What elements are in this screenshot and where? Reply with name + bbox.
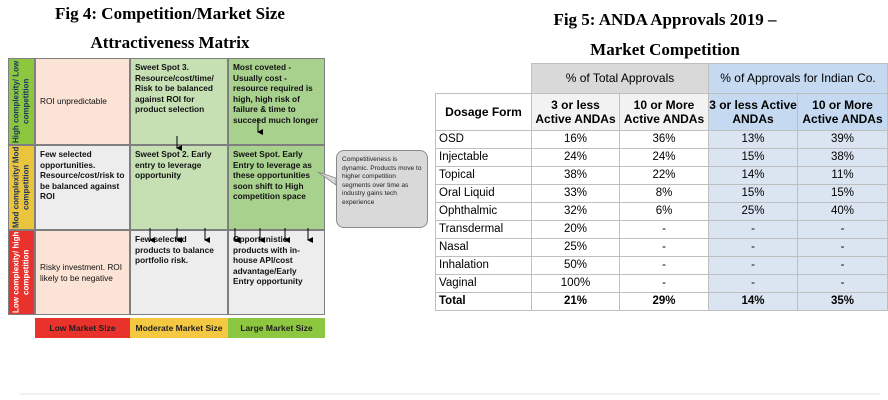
group-header: % of Approvals for Indian Co. <box>708 63 888 94</box>
table-cell: 24% <box>619 147 709 167</box>
data-row: Ophthalmic 32% 6% 25% 40% <box>435 201 888 221</box>
table-cell: 13% <box>708 129 798 149</box>
data-row: Topical 38% 22% 14% 11% <box>435 165 888 185</box>
matrix-cell: Sweet Spot 3. Resource/cost/time/ Risk t… <box>130 58 228 145</box>
matrix-cell: Sweet Spot. Early Entry to leverage as t… <box>228 145 325 230</box>
table-cell: 100% <box>531 273 620 293</box>
table-cell: 38% <box>797 147 888 167</box>
data-row: Vaginal 100% - - - <box>435 273 888 293</box>
table-cell: - <box>619 273 709 293</box>
table-cell: 38% <box>531 165 620 185</box>
table-cell: 50% <box>531 255 620 275</box>
column-header: 10 or More Active ANDAs <box>619 92 709 131</box>
table-cell: Injectable <box>435 147 532 167</box>
table-cell: - <box>619 255 709 275</box>
data-row: Nasal 25% - - - <box>435 237 888 257</box>
data-row: Injectable 24% 24% 15% 38% <box>435 147 888 167</box>
matrix-cell: Risky investment. ROI likely to be negat… <box>35 230 130 315</box>
matrix-cell: Opportunistic products with in-house API… <box>228 230 325 315</box>
table-cell: OSD <box>435 129 532 149</box>
fig4-title: Attractiveness Matrix <box>90 33 250 52</box>
table-cell: 11% <box>797 165 888 185</box>
table-cell: - <box>708 219 798 239</box>
data-row: OSD 16% 36% 13% 39% <box>435 129 888 149</box>
group-header: % of Total Approvals <box>531 63 709 94</box>
table-cell: Transdermal <box>435 219 532 239</box>
table-cell: 8% <box>619 183 709 203</box>
table-cell: 40% <box>797 201 888 221</box>
anda-table: % of Total Approvals% of Approvals for I… <box>435 63 888 311</box>
table-cell: - <box>708 237 798 257</box>
column-header: Dosage Form <box>435 92 532 131</box>
table-cell: - <box>619 219 709 239</box>
total-cell: 35% <box>797 291 888 311</box>
header-row: % of Total Approvals% of Approvals for I… <box>435 63 888 94</box>
table-cell: - <box>708 273 798 293</box>
fig4-title: Fig 4: Competition/Market Size <box>55 4 285 23</box>
total-cell: 29% <box>619 291 709 311</box>
table-cell: - <box>797 273 888 293</box>
table-cell: - <box>797 219 888 239</box>
total-cell: 14% <box>708 291 798 311</box>
table-cell: 39% <box>797 129 888 149</box>
table-cell: Vaginal <box>435 273 532 293</box>
table-cell: 16% <box>531 129 620 149</box>
table-cell: Nasal <box>435 237 532 257</box>
table-cell: 25% <box>531 237 620 257</box>
header-row: Dosage Form 3 or less Active ANDAs 10 or M… <box>435 92 888 131</box>
blank-cell <box>435 63 532 93</box>
table-cell: 32% <box>531 201 620 221</box>
table-cell: 22% <box>619 165 709 185</box>
column-header: 3 or less Active ANDAs <box>531 92 620 131</box>
matrix-cell: ROI unpredictable <box>35 58 130 145</box>
table-cell: - <box>797 255 888 275</box>
table-cell: Topical <box>435 165 532 185</box>
table-cell: Inhalation <box>435 255 532 275</box>
data-row: Oral Liquid 33% 8% 15% 15% <box>435 183 888 203</box>
table-cell: 33% <box>531 183 620 203</box>
table-cell: - <box>619 237 709 257</box>
matrix-cell: Most coveted - Usually cost -resource re… <box>228 58 325 145</box>
data-row: Inhalation 50% - - - <box>435 255 888 275</box>
total-cell: 21% <box>531 291 620 311</box>
column-label: Large Market Size <box>228 318 325 338</box>
matrix-cell: Few selected opportunities. Resource/cos… <box>35 145 130 230</box>
callout: Competitiveness is dynamic. Products mov… <box>336 150 428 228</box>
total-row: Total 21% 29% 14% 35% <box>435 291 888 311</box>
fig5-title: Fig 5: ANDA Approvals 2019 – <box>553 10 777 29</box>
table-cell: 24% <box>531 147 620 167</box>
table-cell: 15% <box>708 183 798 203</box>
column-header: 10 or More Active ANDAs <box>797 92 888 131</box>
matrix-cell: Sweet Spot 2. Early entry to leverage op… <box>130 145 228 230</box>
table-cell: - <box>797 237 888 257</box>
table-cell: 15% <box>797 183 888 203</box>
table-cell: - <box>708 255 798 275</box>
column-label: Moderate Market Size <box>130 318 228 338</box>
matrix-cell: Few selected products to balance portfol… <box>130 230 228 315</box>
table-cell: 25% <box>708 201 798 221</box>
column-header: 3 or less Active ANDAs <box>708 92 798 131</box>
table-cell: 36% <box>619 129 709 149</box>
table-cell: 20% <box>531 219 620 239</box>
table-cell: Ophthalmic <box>435 201 532 221</box>
table-cell: 6% <box>619 201 709 221</box>
column-label: Low Market Size <box>35 318 130 338</box>
total-cell: Total <box>435 291 532 311</box>
table-cell: 14% <box>708 165 798 185</box>
table-cell: Oral Liquid <box>435 183 532 203</box>
fig5-title: Market Competition <box>590 40 740 59</box>
table-cell: 15% <box>708 147 798 167</box>
data-row: Transdermal 20% - - - <box>435 219 888 239</box>
